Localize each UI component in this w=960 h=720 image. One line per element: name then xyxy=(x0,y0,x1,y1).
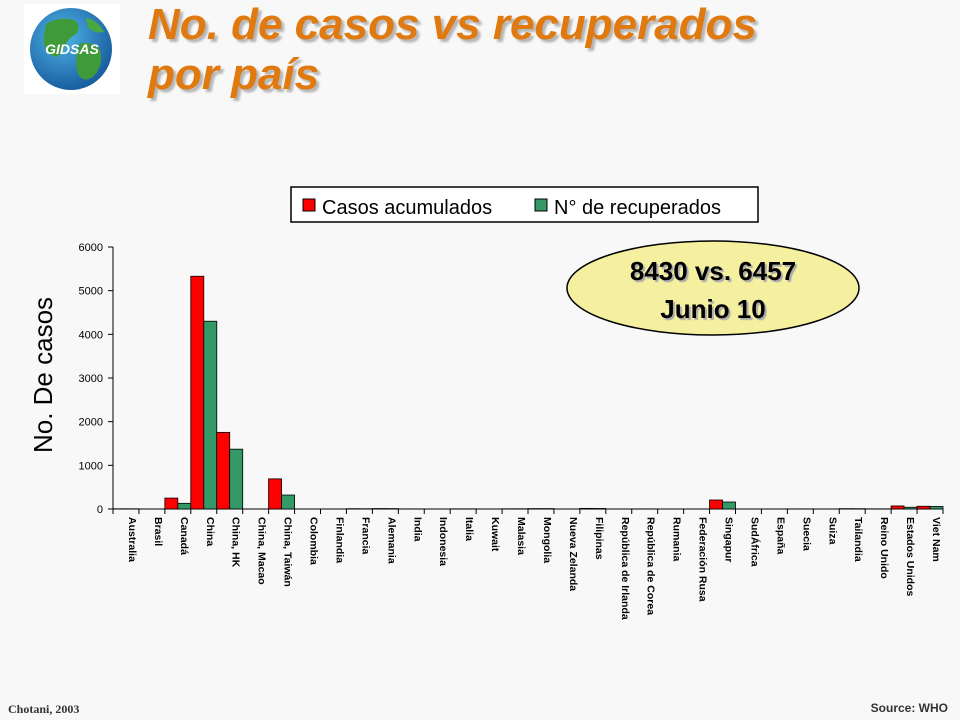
y-tick-label: 3000 xyxy=(79,373,103,385)
x-tick-label: Mongolia xyxy=(541,517,553,563)
title-line-1: No. de casos vs recuperados xyxy=(148,0,757,49)
x-tick-label: Finlandia xyxy=(333,517,345,563)
y-tick-label: 1000 xyxy=(79,460,103,472)
bar-recuperados xyxy=(177,502,192,510)
y-tick-label: 2000 xyxy=(79,417,103,429)
x-tick-label: Federación Rusa xyxy=(697,517,709,602)
bar-recuperados xyxy=(281,494,295,510)
x-tick-label: Filipinas xyxy=(593,517,605,560)
bar-recuperados xyxy=(722,501,736,510)
y-tick-label: 5000 xyxy=(79,286,103,298)
page-title: No. de casos vs recuperados por país xyxy=(148,0,757,100)
y-tick-label: 6000 xyxy=(79,242,103,254)
x-tick-label: Brasil xyxy=(152,517,164,546)
bar-recuperados xyxy=(592,508,607,510)
y-tick-label: 4000 xyxy=(79,329,103,341)
footer-source: Source: WHO xyxy=(870,701,948,715)
y-tick-label: 0 xyxy=(97,504,103,516)
callout-line-1: 8430 vs. 6457 xyxy=(630,256,796,286)
x-tick-label: Nueva Zelanda xyxy=(567,517,579,591)
x-tick-label: Reino Unido xyxy=(878,517,890,579)
legend-label-casos: Casos acumulados xyxy=(322,197,492,219)
legend-swatch-casos xyxy=(302,198,316,212)
callout: 8430 vs. 6457 Junio 10 xyxy=(566,240,860,336)
bar-casos xyxy=(164,497,179,510)
bar-casos xyxy=(216,431,231,510)
x-tick-label: Italia xyxy=(463,517,475,541)
x-tick-label: Alemania xyxy=(385,517,397,564)
logo-text: GIDSAS xyxy=(45,41,99,57)
x-tick-label: Viet Nam xyxy=(930,517,942,562)
x-tick-label: Australia xyxy=(126,517,138,562)
plot-area: 0 1000 2000 3000 4000 5000 6000 Australia Brasil… xyxy=(79,242,944,620)
x-tick-label: China, Macao xyxy=(256,517,268,585)
x-tick-label: SudÁfrica xyxy=(748,517,761,567)
bar-recuperados xyxy=(929,506,944,510)
x-tick-label: Francia xyxy=(359,517,371,555)
bar-casos xyxy=(579,507,594,510)
bar-recuperados xyxy=(229,448,244,510)
x-tick-label: Estados Unidos xyxy=(904,517,916,597)
x-tick-label: China, HK xyxy=(230,517,242,568)
x-tick-label: República de Irlanda xyxy=(619,517,631,620)
x-tick-label: Colombia xyxy=(308,517,320,565)
legend-label-recuperados: N° de recuperados xyxy=(554,197,721,219)
legend-box xyxy=(290,186,759,223)
bar-recuperados xyxy=(903,506,918,510)
x-tick-label: España xyxy=(774,517,786,555)
x-tick-label: Tailandia xyxy=(852,517,864,562)
x-tick-label: Suecia xyxy=(800,517,812,551)
x-tick-label: India xyxy=(411,517,423,542)
callout-ellipse xyxy=(566,240,860,336)
x-tick-label: Singapur xyxy=(723,517,735,563)
title-line-2: por país xyxy=(148,50,320,99)
bar-casos xyxy=(268,478,282,510)
legend: Casos acumulados N° de recuperados xyxy=(290,186,759,223)
bar-recuperados xyxy=(203,320,218,510)
x-tick-label: Suiza xyxy=(826,517,838,545)
x-tick-label: China, Taiwán xyxy=(282,517,294,587)
x-tick-label: Rumania xyxy=(671,517,683,562)
x-tick-label: Canadá xyxy=(178,517,190,555)
x-tick-label: República de Corea xyxy=(645,517,657,615)
x-tick-label: Malasia xyxy=(515,517,527,555)
x-tick-label: China xyxy=(204,517,216,546)
x-tick-label: Indonesia xyxy=(437,517,449,566)
y-axis-label: No. De casos xyxy=(28,297,58,453)
bar-casos xyxy=(890,505,905,510)
footer-credit: Chotani, 2003 xyxy=(8,702,80,716)
gidsas-logo: GIDSAS xyxy=(24,4,120,94)
x-tick-label: Kuwait xyxy=(489,517,501,552)
bar-casos xyxy=(916,505,931,510)
bar-casos xyxy=(709,499,723,510)
legend-swatch-recuperados xyxy=(534,198,548,212)
bar-casos xyxy=(190,275,205,510)
callout-line-2: Junio 10 xyxy=(660,294,765,324)
